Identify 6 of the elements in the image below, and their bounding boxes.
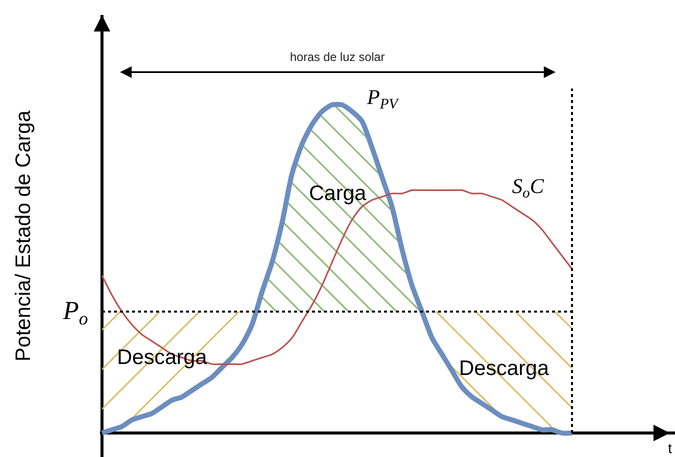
series-label: P$_{PV}$ — [366, 85, 400, 112]
text: horas de luz solar — [290, 50, 385, 64]
ref-line-label: P$_{o}$ — [62, 296, 88, 328]
y-axis-title: Potencia/ Estado de Carga — [12, 110, 36, 362]
series-label: S$_{o}$C — [512, 174, 545, 202]
text: t — [668, 440, 672, 456]
